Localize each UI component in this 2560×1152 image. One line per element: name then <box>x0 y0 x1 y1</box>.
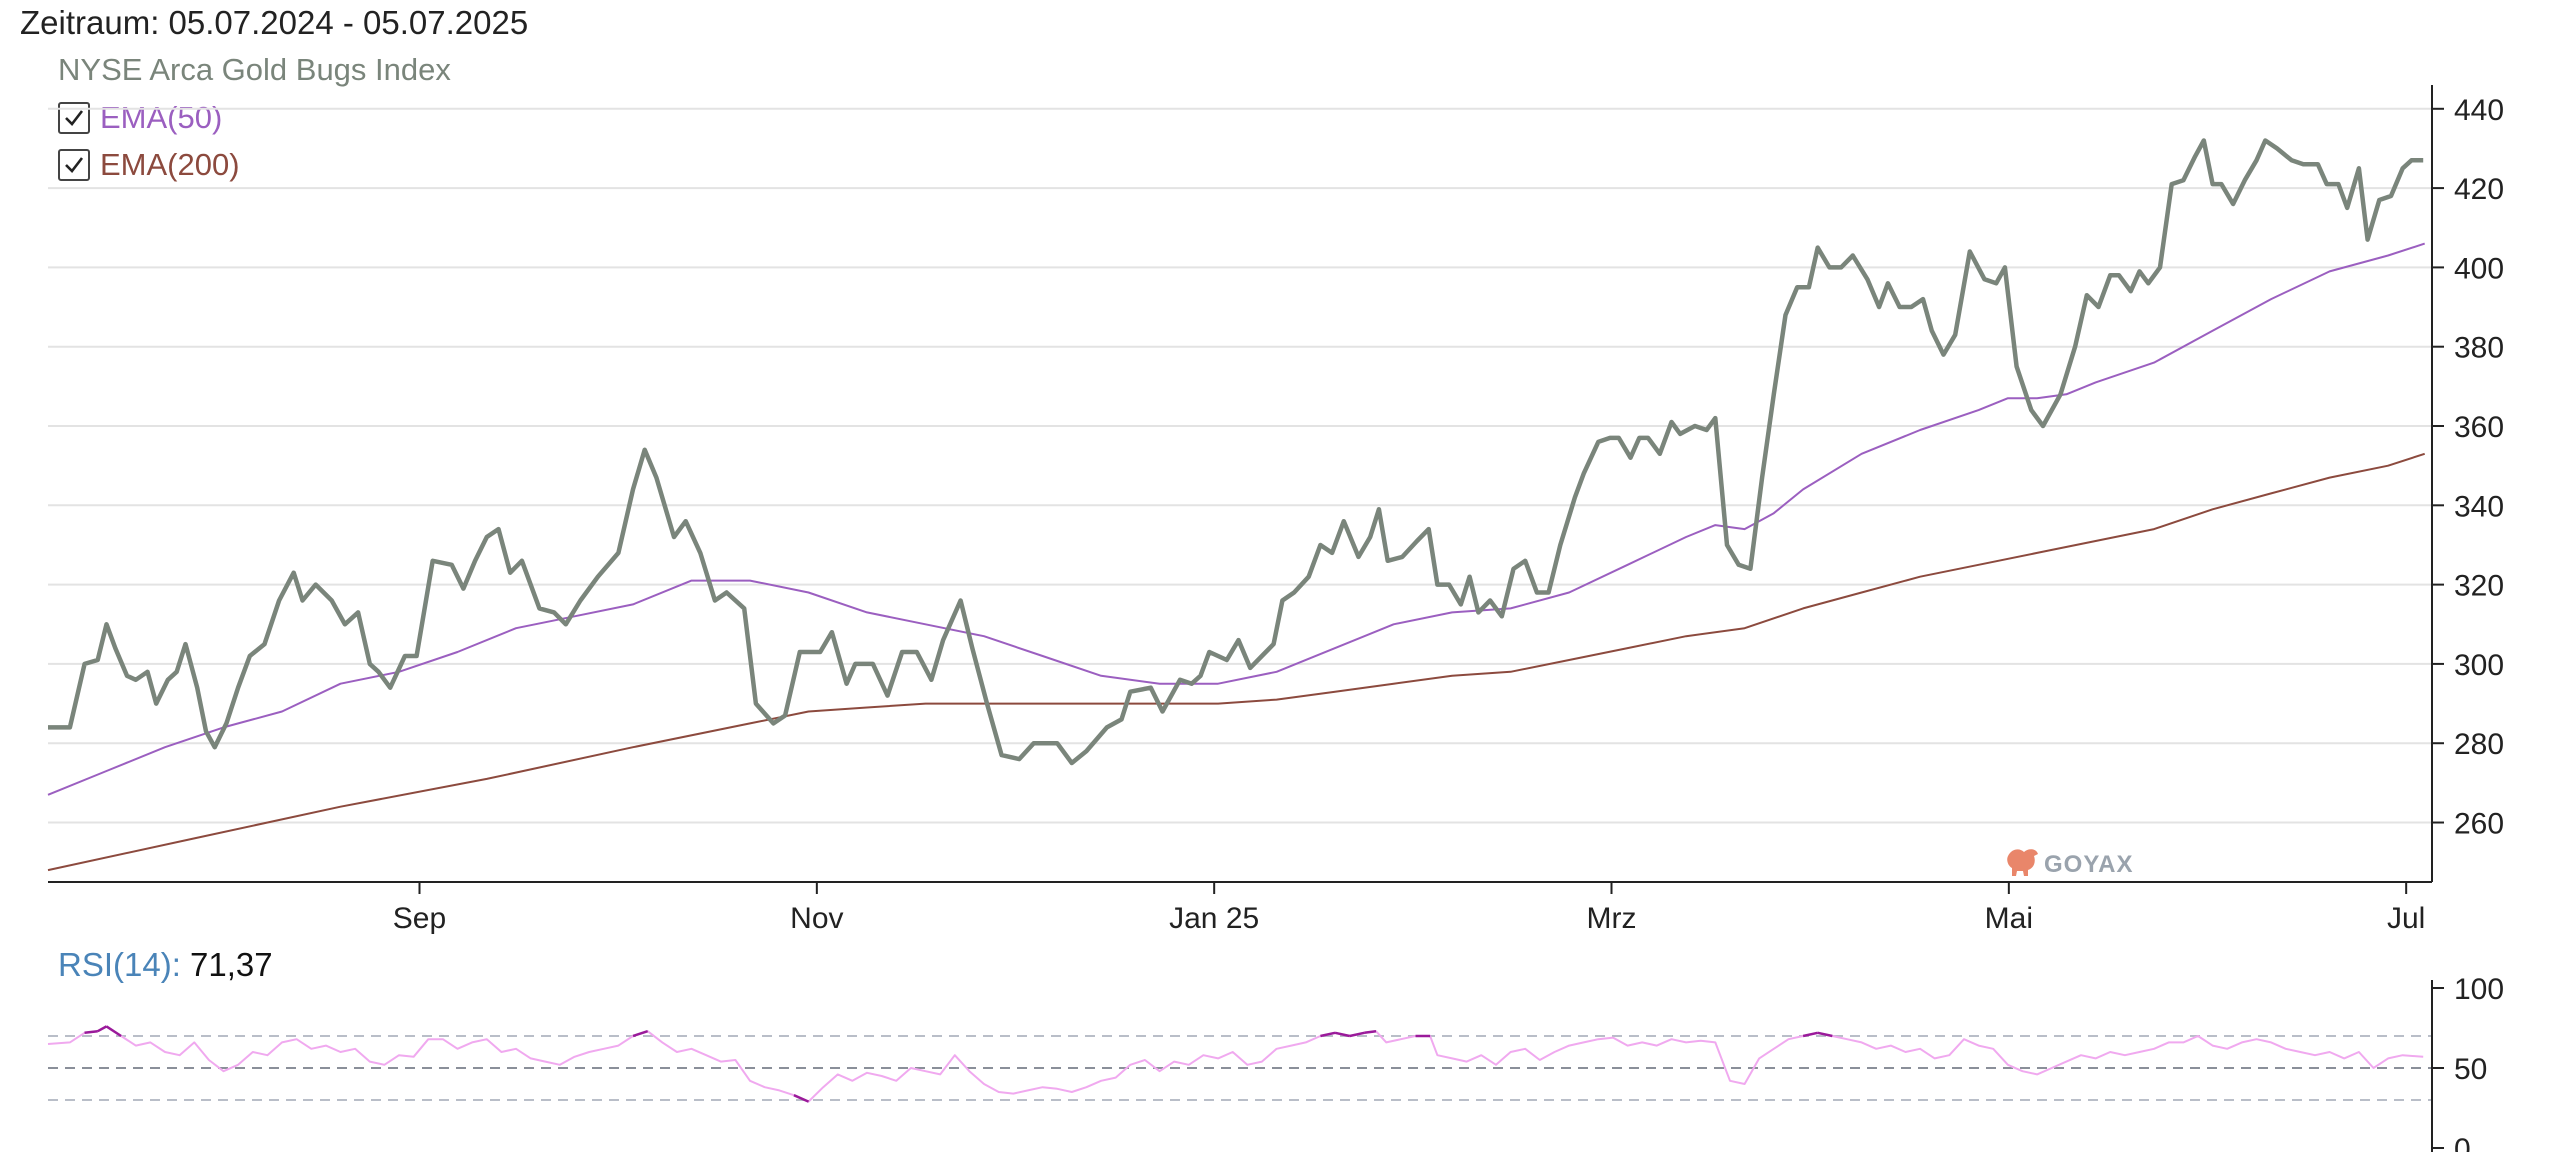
watermark-text: GOYAX <box>2044 851 2133 878</box>
legend-label-ema200: EMA(200) <box>100 147 240 182</box>
rsi-value: 71,37 <box>190 946 273 983</box>
rsi-label: RSI(14): <box>58 946 181 983</box>
rsi-extreme-segment <box>1817 1031 1833 1038</box>
checkmark-icon <box>65 110 84 126</box>
legend-label-ema50: EMA(50) <box>100 100 223 135</box>
y-tick-label: 300 <box>2454 649 2504 682</box>
rsi-extreme-segment <box>105 1025 122 1038</box>
rsi-header: RSI(14): 71,37 <box>58 946 273 984</box>
main-x-ticks: Sep Nov Jan 25 Mrz Mai Jul <box>393 882 2425 935</box>
x-tick-label: Nov <box>790 902 843 935</box>
rsi-extreme-segment <box>1802 1031 1818 1038</box>
ema200-line <box>47 452 2426 872</box>
rsi-extreme-segment <box>793 1094 810 1103</box>
x-tick-label: Mrz <box>1587 902 1637 935</box>
rsi-extreme-segment <box>84 1029 98 1035</box>
y-tick-label: 380 <box>2454 332 2504 365</box>
price-line <box>48 138 2424 766</box>
x-tick-label: Jan 25 <box>1169 902 1259 935</box>
rsi-extreme-segment <box>1349 1031 1365 1038</box>
rsi-line <box>47 1025 2424 1103</box>
y-tick-label: 400 <box>2454 252 2504 285</box>
rsi-y-tick-label: 0 <box>2454 1133 2471 1152</box>
rsi-reference-lines <box>48 1035 2432 1101</box>
y-tick-label: 440 <box>2454 94 2504 127</box>
rsi-extreme-segment <box>97 1025 108 1033</box>
main-series <box>47 138 2426 872</box>
period-label: Zeitraum: 05.07.2024 - 05.07.2025 <box>20 4 529 41</box>
watermark-logo: GOYAX <box>2007 849 2133 878</box>
checkbox-ema50[interactable] <box>58 102 90 134</box>
bull-icon <box>2007 849 2038 876</box>
checkmark-icon <box>65 157 84 173</box>
y-tick-label: 360 <box>2454 411 2504 444</box>
x-tick-label: Mai <box>1985 902 2033 935</box>
rsi-y-tick-label: 50 <box>2454 1053 2487 1086</box>
y-tick-label: 260 <box>2454 808 2504 841</box>
y-tick-label: 280 <box>2454 728 2504 761</box>
rsi-y-ticks: 0 50 100 <box>2432 973 2504 1152</box>
main-y-ticks: 260 280 300 320 340 360 380 400 420 440 <box>2432 94 2504 841</box>
rsi-extreme-segment <box>1334 1031 1350 1038</box>
y-tick-label: 420 <box>2454 173 2504 206</box>
checkbox-ema200[interactable] <box>58 149 90 181</box>
legend-toggle-ema50[interactable]: EMA(50) <box>58 100 222 136</box>
rsi-extreme-segment <box>632 1030 649 1038</box>
x-tick-label: Jul <box>2387 902 2425 935</box>
rsi-extreme-segment <box>1320 1031 1336 1038</box>
y-tick-label: 320 <box>2454 570 2504 603</box>
rsi-extreme-segment <box>1364 1029 1377 1035</box>
rsi-axes <box>2431 980 2433 1152</box>
series-title: NYSE Arca Gold Bugs Index <box>58 52 451 87</box>
rsi-series <box>47 1025 2424 1103</box>
main-grid <box>48 107 2432 824</box>
main-axes <box>48 85 2433 883</box>
ema50-line <box>47 242 2426 796</box>
legend-toggle-ema200[interactable]: EMA(200) <box>58 147 240 183</box>
x-tick-label: Sep <box>393 902 446 935</box>
y-tick-label: 340 <box>2454 490 2504 523</box>
rsi-y-tick-label: 100 <box>2454 973 2504 1006</box>
